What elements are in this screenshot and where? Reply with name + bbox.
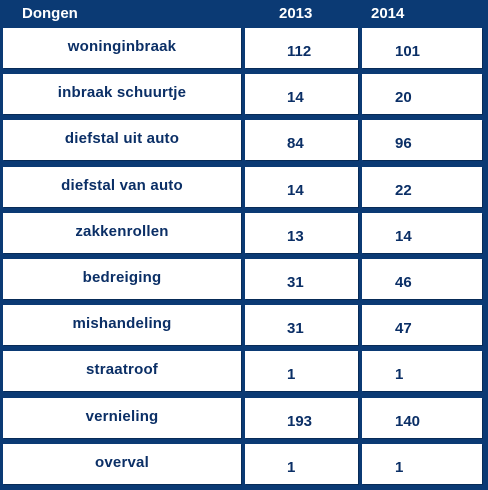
table-body: woninginbraak 112 101 inbraak schuurtje … (0, 28, 488, 490)
value-2013-cell: 14 (245, 166, 358, 207)
row-label-cell: overval (3, 443, 241, 484)
value-2014: 14 (395, 227, 412, 245)
row-label-cell: woninginbraak (3, 28, 241, 68)
value-2013-cell: 112 (245, 28, 358, 68)
column-header-2014: 2014 (371, 5, 405, 22)
value-2014: 22 (395, 181, 412, 199)
value-2013: 31 (287, 320, 304, 338)
value-2014: 140 (395, 412, 421, 430)
value-2014-cell: 1 (362, 351, 482, 392)
value-2014-cell: 47 (362, 305, 482, 346)
row-label: mishandeling (72, 315, 172, 333)
table-row: woninginbraak 112 101 (0, 28, 488, 74)
row-label: overval (95, 453, 149, 471)
value-2014: 1 (395, 458, 404, 476)
row-label: straatroof (85, 361, 158, 379)
row-label-cell: mishandeling (3, 305, 241, 346)
table-row: mishandeling 31 47 (0, 305, 488, 351)
value-2013: 1 (287, 366, 296, 384)
row-label-cell: diefstal van auto (3, 166, 241, 207)
value-2013-cell: 31 (245, 258, 358, 299)
value-2013: 84 (287, 135, 304, 153)
value-2013-cell: 31 (245, 305, 358, 346)
value-2013: 14 (287, 89, 304, 107)
value-2014-cell: 140 (362, 397, 482, 438)
value-2014-cell: 20 (362, 74, 482, 115)
value-2013-cell: 193 (245, 397, 358, 438)
value-2014-cell: 14 (362, 212, 482, 253)
value-2014: 101 (395, 43, 421, 60)
value-2014-cell: 22 (362, 166, 482, 207)
row-label: diefstal van auto (61, 176, 183, 194)
value-2014-cell: 1 (362, 443, 482, 484)
table-row: diefstal van auto 14 22 (0, 166, 488, 213)
value-2013-cell: 13 (245, 212, 358, 253)
value-2014-cell: 46 (362, 258, 482, 299)
value-2014-cell: 96 (362, 120, 482, 161)
row-label-cell: bedreiging (3, 258, 241, 299)
table-row: straatroof 1 1 (0, 351, 488, 397)
value-2014-cell: 101 (362, 28, 482, 68)
row-label-cell: zakkenrollen (3, 212, 241, 253)
value-2013: 193 (287, 412, 313, 430)
table-row: inbraak schuurtje 14 20 (0, 74, 488, 120)
value-2014: 1 (395, 366, 404, 384)
table-row: vernieling 193 140 (0, 397, 488, 444)
value-2013-cell: 1 (245, 351, 358, 392)
value-2013: 31 (287, 273, 304, 291)
value-2013-cell: 84 (245, 120, 358, 161)
value-2014: 47 (395, 320, 412, 338)
value-2013: 14 (287, 181, 304, 199)
row-label: diefstal uit auto (64, 130, 180, 148)
table-row: overval 1 1 (0, 443, 488, 490)
value-2014: 46 (395, 273, 412, 291)
value-2013-cell: 14 (245, 74, 358, 115)
row-label-cell: straatroof (3, 351, 241, 392)
value-2014: 20 (395, 89, 412, 107)
table-title: Dongen (22, 5, 78, 22)
row-label: zakkenrollen (75, 222, 169, 240)
table-row: zakkenrollen 13 14 (0, 212, 488, 259)
column-header-2013: 2013 (279, 5, 313, 22)
row-label: inbraak schuurtje (57, 84, 187, 102)
value-2014: 96 (395, 135, 412, 153)
table-row: bedreiging 31 46 (0, 258, 488, 305)
row-label-cell: vernieling (3, 397, 241, 438)
value-2013: 1 (287, 458, 296, 476)
value-2013: 112 (287, 43, 312, 60)
value-2013-cell: 1 (245, 443, 358, 484)
row-label-cell: diefstal uit auto (3, 120, 241, 161)
row-label: woninginbraak (67, 38, 177, 55)
value-2013: 13 (287, 227, 304, 245)
table-row: diefstal uit auto 84 96 (0, 120, 488, 166)
row-label: bedreiging (82, 268, 162, 286)
table-header: Dongen 2013 2014 (0, 0, 488, 28)
row-label-cell: inbraak schuurtje (3, 74, 241, 115)
row-label: vernieling (85, 407, 159, 425)
